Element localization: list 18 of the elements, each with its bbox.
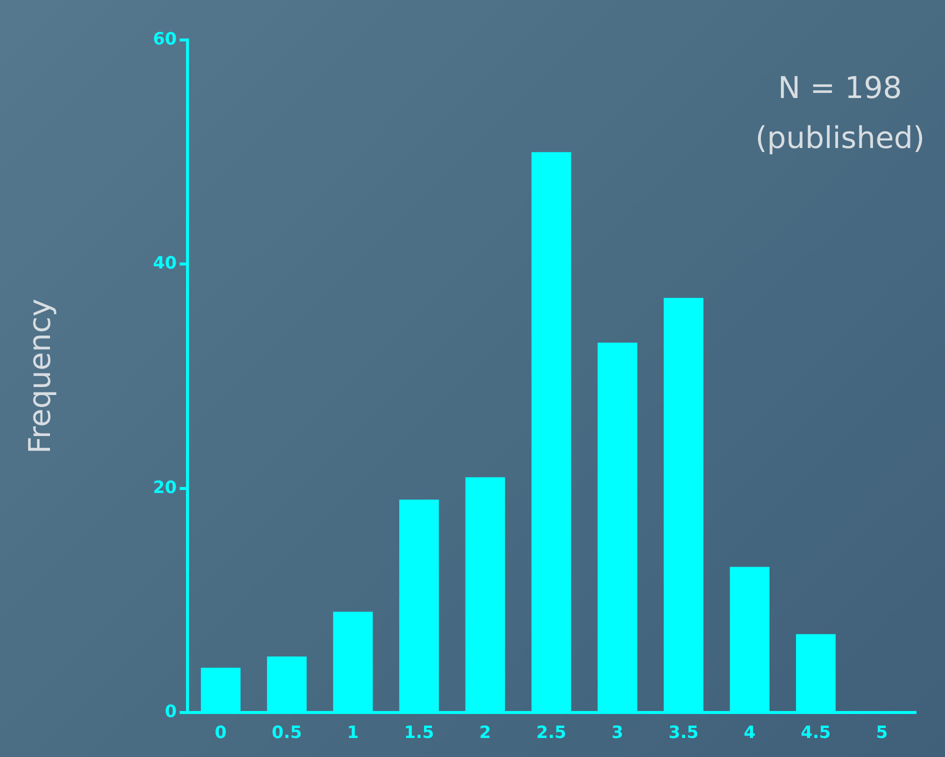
- x-tick-label: 4.5: [800, 723, 831, 744]
- y-tick-label: 40: [152, 254, 177, 274]
- y-tick-label: 60: [152, 29, 177, 50]
- x-tick-label: 5: [876, 723, 888, 744]
- x-tick-label: 0: [214, 723, 227, 744]
- x-tick-label: 4: [744, 723, 756, 744]
- x-tick-label: 2.5: [536, 723, 566, 744]
- y-axis-title: Frequency: [22, 298, 58, 454]
- x-tick-label: 2: [479, 723, 492, 744]
- x-tick-label: 3.5: [668, 723, 699, 744]
- x-tick-label: 3: [612, 723, 624, 744]
- y-tick-label: 20: [152, 478, 177, 498]
- y-tick-label: 0: [164, 702, 177, 722]
- x-tick-label: 1: [347, 723, 359, 744]
- x-tick-label: 1.5: [404, 723, 434, 744]
- x-tick-label: 0.5: [272, 723, 302, 744]
- annotation: (published): [755, 120, 925, 156]
- annotation: N = 198: [778, 70, 902, 106]
